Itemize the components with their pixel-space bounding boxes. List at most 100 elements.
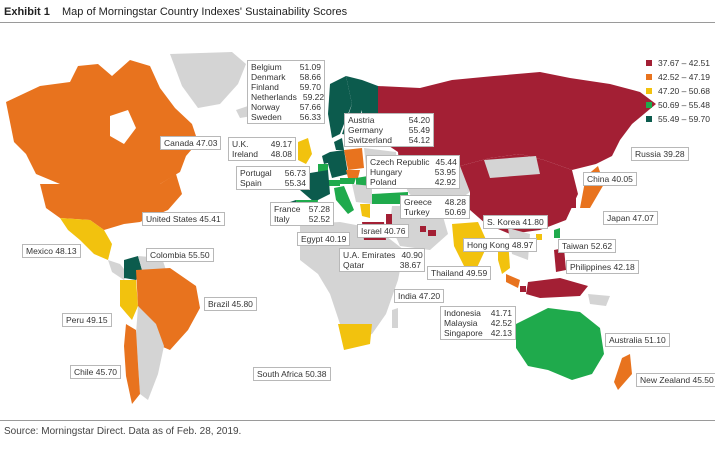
label-central-europe: Czech Republic 45.44 Hungary 53.95 Poland 4… — [366, 155, 460, 189]
label-japan: Japan 47.07 — [603, 211, 658, 225]
legend-swatch — [646, 74, 652, 80]
country-name: Finland — [251, 82, 279, 92]
row-norway: Norway 57.66 — [251, 102, 321, 112]
country-name: Czech Republic — [370, 157, 430, 167]
country-score: 40.90 — [401, 250, 423, 260]
country-name: Switzerland — [348, 135, 392, 145]
country-name: Israel — [361, 226, 382, 236]
country-name: Sweden — [251, 112, 282, 122]
country-score: 42.52 — [490, 318, 512, 328]
country-score: 58.66 — [299, 72, 321, 82]
label-hong-kong: Hong Kong 48.97 — [463, 238, 538, 252]
country-score: 47.07 — [632, 213, 654, 223]
country-score: 45.70 — [95, 367, 118, 377]
country-name: S. Korea — [487, 217, 521, 227]
country-name: India — [398, 291, 417, 301]
country-score: 50.69 — [444, 207, 466, 217]
uk-shape — [298, 138, 312, 164]
country-name: Singapore — [444, 328, 483, 338]
country-name: Portugal — [240, 168, 272, 178]
label-portugal-spain: Portugal 56.73 Spain 55.34 — [236, 166, 310, 190]
country-score: 45.50 — [692, 375, 714, 385]
country-name: Germany — [348, 125, 383, 135]
world-map — [6, 52, 656, 404]
country-name: Hong Kong — [467, 240, 510, 250]
country-name: Greece — [404, 197, 432, 207]
austria-shape — [340, 178, 356, 184]
country-score: 42.13 — [490, 328, 512, 338]
norway-shape — [328, 76, 352, 138]
row-switzerland: Switzerland 54.12 — [348, 135, 430, 145]
country-name: Malaysia — [444, 318, 478, 328]
country-name: Belgium — [251, 62, 282, 72]
turkey-shape — [372, 192, 408, 204]
country-name: South Africa — [257, 369, 303, 379]
top-rule — [0, 22, 715, 23]
label-new-zealand: New Zealand 45.50 — [636, 373, 715, 387]
country-name: Qatar — [343, 260, 365, 270]
country-score: 47.20 — [418, 291, 441, 301]
label-australia: Australia 51.10 — [605, 333, 670, 347]
legend-label: 42.52 – 47.19 — [658, 72, 710, 82]
label-south-africa: South Africa 50.38 — [253, 367, 331, 381]
country-name: Ireland — [232, 149, 258, 159]
country-score: 41.80 — [522, 217, 544, 227]
south-africa-shape — [338, 324, 372, 350]
country-score: 50.38 — [305, 369, 327, 379]
taiwan-shape — [554, 228, 560, 238]
country-score: 41.71 — [490, 308, 512, 318]
country-score: 48.08 — [270, 149, 292, 159]
country-score: 52.62 — [590, 241, 613, 251]
country-score: 57.66 — [299, 102, 321, 112]
legend-item: 55.49 – 59.70 — [646, 112, 710, 126]
czech-republic-shape — [346, 170, 360, 178]
legend-swatch — [646, 116, 652, 122]
row-spain: Spain 55.34 — [240, 178, 306, 188]
row-greece: Greece 48.28 — [404, 197, 466, 207]
germany-shape — [328, 150, 348, 178]
country-score: 56.33 — [299, 112, 321, 122]
label-thailand: Thailand 49.59 — [427, 266, 492, 280]
greenland-shape — [170, 52, 246, 108]
row-finland: Finland 59.70 — [251, 82, 321, 92]
label-canada: Canada 47.03 — [160, 136, 222, 150]
country-name: Denmark — [251, 72, 286, 82]
country-score: 55.49 — [408, 125, 430, 135]
country-score: 57.28 — [308, 204, 330, 214]
peru-shape — [120, 280, 138, 320]
country-name: Turkey — [404, 207, 430, 217]
country-score: 53.95 — [434, 167, 456, 177]
chile-shape — [124, 324, 140, 404]
country-score: 45.44 — [435, 157, 457, 167]
label-philippines: Philippines 42.18 — [566, 260, 639, 274]
row-italy: Italy 52.52 — [274, 214, 330, 224]
country-name: Spain — [240, 178, 262, 188]
south-korea-shape — [566, 196, 576, 208]
label-peru: Peru 49.15 — [62, 313, 112, 327]
country-score: 40.76 — [384, 226, 406, 236]
switzerland-shape — [328, 180, 340, 186]
label-france-italy: France 57.28 Italy 52.52 — [270, 202, 334, 226]
country-name: Canada — [164, 138, 194, 148]
label-china: China 40.05 — [583, 172, 637, 186]
legend-item: 50.69 – 55.48 — [646, 98, 710, 112]
country-name: Colombia — [150, 250, 186, 260]
country-name: Australia — [609, 335, 643, 345]
row-turkey: Turkey 50.69 — [404, 207, 466, 217]
country-score: 49.59 — [465, 268, 488, 278]
singapore-shape — [520, 286, 526, 292]
label-united-states: United States 45.41 — [142, 212, 225, 226]
label-israel: Israel 40.76 — [357, 224, 410, 238]
label-south-korea: S. Korea 41.80 — [483, 215, 548, 229]
legend-swatch — [646, 102, 652, 108]
legend-swatch — [646, 88, 652, 94]
balkans-shape — [352, 184, 372, 204]
country-name: Indonesia — [444, 308, 481, 318]
row-czech-republic: Czech Republic 45.44 — [370, 157, 457, 167]
philippines-shape — [554, 248, 566, 272]
row-uae: U.A. Emirates 40.90 — [343, 250, 423, 260]
country-score: 56.73 — [284, 168, 306, 178]
label-greece-turkey: Greece 48.28 Turkey 50.69 — [400, 195, 470, 219]
row-germany: Germany 55.49 — [348, 125, 430, 135]
new-zealand-shape — [614, 354, 632, 390]
